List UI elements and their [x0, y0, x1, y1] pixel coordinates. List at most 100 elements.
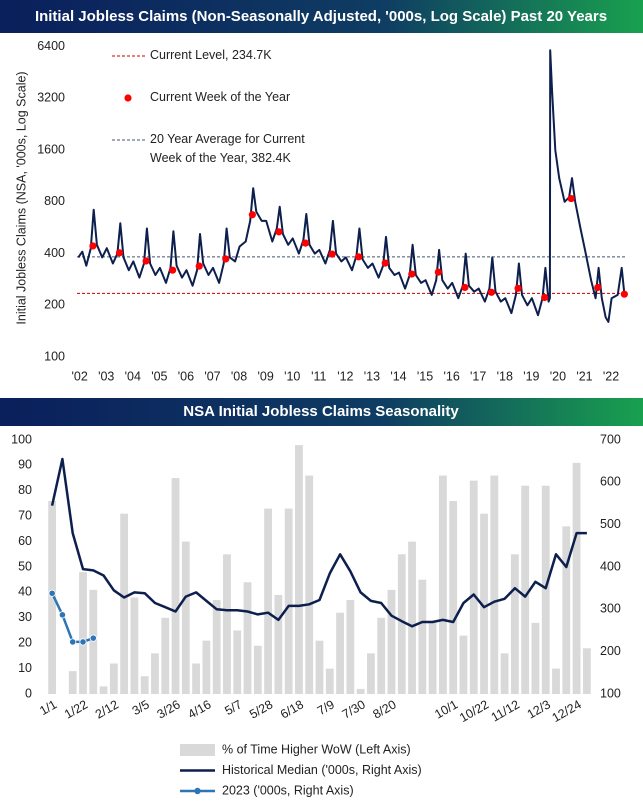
- dot: [594, 283, 602, 292]
- y-tick-label: 20: [18, 635, 32, 649]
- bar: [140, 676, 149, 694]
- x-tick-label: '13: [364, 369, 380, 383]
- x-tick-label: 5/7: [222, 697, 244, 718]
- dot: [275, 228, 283, 236]
- bar: [89, 589, 98, 694]
- y2-tick-label: 400: [600, 559, 621, 573]
- x-tick-label: 5/28: [247, 697, 275, 721]
- bar: [469, 480, 478, 694]
- dot: [301, 239, 310, 247]
- y-axis-title: Initial Jobless Claims (NSA, '000s, Log …: [14, 71, 28, 324]
- bar: [305, 475, 314, 694]
- x-tick-label: 10/1: [432, 697, 460, 721]
- bar: [367, 653, 375, 694]
- legend-swatch: [124, 94, 132, 102]
- x-tick-label: 4/16: [185, 697, 213, 721]
- bar: [531, 622, 540, 694]
- bar: [408, 541, 416, 694]
- bar: [346, 600, 355, 694]
- y-tick-label: 200: [44, 298, 65, 312]
- dot: [89, 242, 97, 250]
- y-tick-label: 40: [18, 585, 32, 599]
- y2-tick-label: 100: [600, 686, 621, 700]
- dot: [115, 249, 124, 257]
- x-tick-label: '07: [204, 369, 220, 383]
- x-tick-label: '10: [284, 369, 300, 383]
- bar: [202, 640, 211, 694]
- bar: [325, 668, 334, 694]
- marker: [58, 611, 67, 619]
- x-tick-label: '05: [151, 369, 167, 383]
- bar: [418, 579, 427, 694]
- bar: [171, 478, 180, 694]
- dot: [355, 253, 363, 261]
- x-tick-label: 12/3: [525, 697, 553, 721]
- dot: [487, 288, 496, 296]
- legend-swatch: [194, 787, 201, 795]
- dot: [169, 266, 177, 274]
- x-tick-label: '19: [523, 369, 539, 383]
- x-tick-label: 1/1: [37, 697, 59, 718]
- dot: [142, 257, 150, 265]
- bar: [161, 617, 170, 694]
- bar: [192, 663, 201, 694]
- x-tick-label: '20: [550, 369, 566, 383]
- x-tick-label: 6/18: [278, 697, 306, 721]
- x-tick-label: 7/30: [340, 697, 368, 721]
- x-tick-label: 12/24: [550, 697, 584, 725]
- y-tick-label: 80: [18, 483, 32, 497]
- bar: [120, 513, 129, 694]
- bar: [253, 645, 262, 694]
- marker: [69, 638, 77, 646]
- bar: [582, 648, 591, 694]
- bar: [223, 554, 231, 694]
- x-tick-label: '03: [98, 369, 114, 383]
- x-tick-label: '22: [603, 369, 619, 383]
- dot: [461, 283, 469, 292]
- y2-tick-label: 500: [600, 517, 621, 531]
- bar: [336, 612, 344, 694]
- bar: [264, 508, 272, 694]
- bar: [541, 485, 550, 694]
- legend-swatch: [180, 744, 215, 756]
- bar: [48, 500, 57, 694]
- dot: [541, 293, 549, 302]
- y-tick-label: 10: [18, 661, 32, 675]
- bar: [521, 485, 530, 694]
- x-tick-label: '09: [257, 369, 273, 383]
- y-tick-label: 50: [18, 559, 32, 573]
- bar: [295, 445, 303, 694]
- x-tick-label: '15: [417, 369, 433, 383]
- dot: [195, 262, 203, 270]
- marker: [89, 634, 97, 642]
- dot: [408, 270, 416, 278]
- x-tick-label: 11/12: [489, 697, 522, 724]
- y2-tick-label: 700: [600, 432, 621, 446]
- x-tick-label: 7/9: [315, 697, 337, 718]
- dot: [434, 268, 442, 276]
- x-tick-label: '02: [72, 369, 88, 383]
- y-tick-label: 100: [11, 432, 32, 446]
- bar: [428, 622, 437, 694]
- line: [50, 457, 587, 628]
- x-tick-label: '12: [337, 369, 353, 383]
- x-tick-label: 3/5: [130, 697, 152, 718]
- legend-label: % of Time Higher WoW (Left Axis): [222, 742, 411, 756]
- y-tick-label: 70: [18, 508, 32, 522]
- header-bar: [0, 398, 643, 426]
- dot: [381, 259, 389, 267]
- legend-label: Historical Median ('000s, Right Axis): [222, 763, 422, 777]
- y2-tick-label: 600: [600, 475, 621, 489]
- header-bar: [0, 0, 643, 33]
- y-tick-label: 3200: [37, 91, 65, 105]
- y-tick-label: 1600: [37, 142, 65, 156]
- bar: [490, 475, 499, 694]
- bar: [99, 686, 108, 694]
- dot: [328, 250, 336, 258]
- legend-label: Current Week of the Year: [150, 90, 291, 104]
- dot: [514, 284, 522, 292]
- bar: [274, 594, 283, 694]
- x-tick-label: '14: [390, 369, 406, 383]
- bar: [387, 589, 396, 694]
